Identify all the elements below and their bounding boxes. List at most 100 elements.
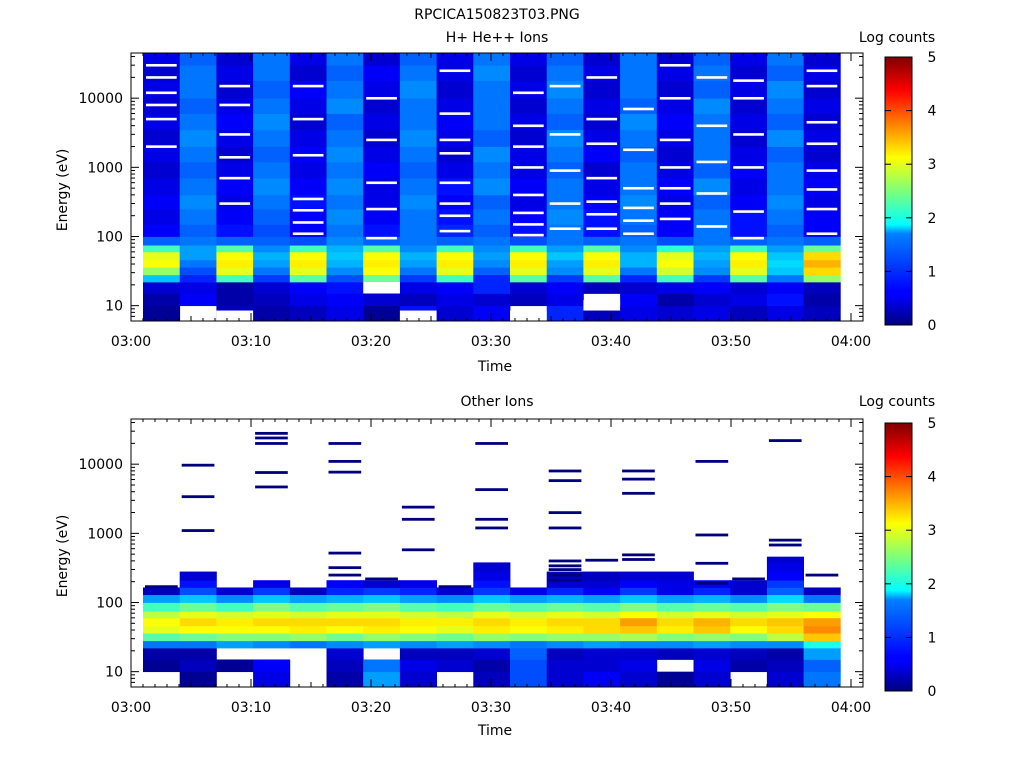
spectrogram-cell [693,633,731,642]
spectrogram-cell [620,659,658,673]
spectrogram-cell [510,245,548,253]
spectrogram-cell [326,640,364,649]
panel-h-he-ions: H+ He++ Ions Log counts Time Energy (eV)… [55,30,937,375]
spectrogram-cell [143,113,181,131]
data-gap-line [549,133,581,136]
spectrogram-cell [363,659,401,673]
spectrogram-cell [730,80,768,99]
data-gap-line [586,117,618,121]
data-gap-line [366,207,397,211]
y-tick-label: 100 [96,229,123,245]
sparse-count-dash [548,559,582,563]
spectrogram-cell [326,161,364,179]
spectrogram-cell [216,224,254,237]
spectrogram-cell [399,113,437,131]
spectrogram-cell [766,611,804,619]
spectrogram-cell [656,293,694,307]
spectrogram-cell [510,281,548,294]
y-axis-label: Energy (eV) [55,149,71,232]
data-dropout [399,310,437,321]
spectrogram-cell [216,245,254,253]
spectrogram-cell [730,587,768,596]
spectrogram-cell [656,571,694,581]
spectrogram-cell [546,267,584,276]
spectrogram-cell [179,259,217,268]
spectrogram-cell [216,274,254,283]
sparse-count-dash [328,470,362,474]
spectrogram-cell [363,113,401,131]
spectrogram-cell [656,80,694,99]
sparse-count-dash [695,460,729,463]
spectrogram-cell [179,53,217,66]
spectrogram-cell [510,53,548,66]
plot-frame [130,52,864,322]
spectrogram-cell [656,611,694,619]
spectrogram-cell [326,281,364,294]
spectrogram-cell [766,640,804,649]
spectrogram-cell [473,617,511,627]
data-gap-line [586,176,618,180]
x-axis-label: Time [477,723,512,739]
spectrogram-cell [473,293,511,307]
data-gap-line [219,84,251,88]
spectrogram-cell [326,178,364,196]
spectrogram-cell [216,259,254,268]
spectrogram-cell [656,587,694,596]
spectrogram-cell [473,178,511,196]
spectrogram-cells [143,53,841,322]
spectrogram-cell [179,633,217,642]
spectrogram-cell [143,129,181,147]
data-gap-line [659,202,691,205]
spectrogram-cell [179,659,217,673]
spectrogram-cell [620,267,658,276]
spectrogram-cell [656,625,694,634]
spectrogram-cell [326,98,364,114]
data-gap-line [696,124,728,128]
data-gap-line [733,96,764,100]
spectrogram-cell [766,562,804,572]
spectrogram-cell [363,129,401,147]
spectrogram-cell [730,293,768,307]
spectrogram-cell [216,602,254,612]
spectrogram-cell [216,633,254,642]
spectrogram-cell [216,267,254,276]
spectrogram-cell [730,647,768,660]
spectrogram-cell [326,208,364,225]
spectrogram-cell [289,245,327,253]
spectrogram-cell [620,129,658,147]
spectrogram-cell [289,267,327,276]
spectrogram-cell [326,293,364,307]
spectrogram-cell [510,208,548,225]
x-tick-label: 03:40 [591,334,631,350]
colorbar-gradient [885,423,912,691]
spectrogram-cell [216,617,254,627]
spectrogram-cell [399,267,437,276]
spectrogram-cell [473,65,511,81]
spectrogram-cell [143,245,181,253]
data-gap-line [806,169,838,172]
spectrogram-cell [473,602,511,612]
spectrogram-cell [326,305,364,322]
spectrogram-cell [326,245,364,253]
spectrogram-cell [399,281,437,294]
spectrogram-cell [620,602,658,612]
spectrogram-cell [510,633,548,642]
spectrogram-cell [436,281,474,294]
data-dropout [510,310,547,321]
spectrogram-cell [803,259,841,268]
spectrogram-cell [766,53,804,66]
spectrogram-cell [326,53,364,66]
spectrogram-cell [803,633,841,642]
spectrogram-cell [803,98,841,114]
spectrogram-cell [473,224,511,237]
spectrogram-cell [546,259,584,268]
spectrogram-cell [803,274,841,283]
spectrogram-cell [583,251,621,261]
sparse-count-dash [695,561,729,565]
spectrogram-cell [399,611,437,619]
data-gap-line [696,160,728,164]
spectrogram-cell [766,617,804,627]
axis-ticks [130,53,864,322]
spectrogram-cell [583,594,621,603]
